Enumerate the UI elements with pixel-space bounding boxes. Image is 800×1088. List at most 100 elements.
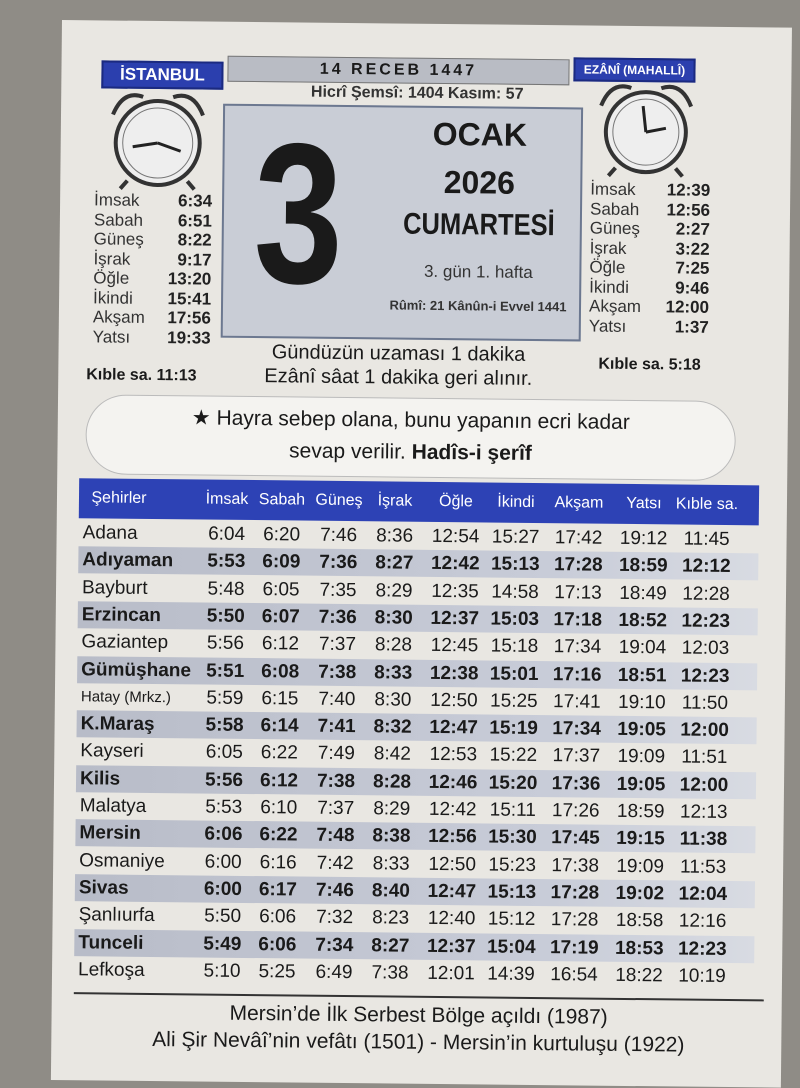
time-cell: 6:12 (259, 769, 299, 792)
time-cell: 12:50 (428, 853, 477, 875)
time-cell: 7:46 (320, 524, 358, 547)
time-cell: 12:47 (429, 716, 479, 739)
time-row: Yatsı 1:37 (589, 316, 709, 337)
clock-icon (111, 93, 205, 191)
time-cell: 17:28 (550, 882, 600, 904)
time-value: 12:56 (666, 199, 711, 220)
time-cell: 12:28 (682, 583, 730, 605)
column-header: Öğle (438, 492, 473, 511)
table-header: Şehirler İmsak Sabah Güneş İşrak Öğle İkindi Ak… (78, 478, 760, 526)
time-cell: 12:50 (430, 689, 478, 712)
time-value: 9:46 (675, 277, 710, 298)
time-cell: 17:37 (552, 745, 601, 768)
time-cell: 6:06 (204, 823, 243, 846)
time-cell: 11:45 (683, 528, 730, 551)
time-label: Sabah (589, 199, 640, 219)
time-cell: 7:48 (316, 825, 355, 847)
time-cell: 15:23 (488, 854, 537, 876)
time-cell: 19:10 (618, 691, 666, 714)
time-row: Sabah 6:51 (94, 210, 212, 231)
time-cell: 6:07 (261, 606, 300, 628)
time-cell: 12:13 (679, 801, 728, 824)
column-header: İmsak (205, 490, 249, 508)
hadis-box: ★ Hayra sebep olana, bunu yapanın ecri k… (85, 394, 737, 482)
time-cell: 7:40 (318, 688, 356, 710)
time-cell: 17:34 (552, 718, 602, 740)
rumi-date: Rûmî: 21 Kânûn-i Evvel 1441 (389, 297, 567, 315)
time-row: Sabah 12:56 (590, 199, 710, 220)
time-cell: 19:04 (618, 637, 667, 659)
time-cell: 6:06 (258, 933, 297, 956)
time-cell: 14:39 (487, 963, 535, 985)
week-info: 3. gün 1. hafta (423, 261, 533, 282)
time-label: Sabah (93, 209, 144, 230)
time-cell: 5:51 (206, 660, 245, 682)
time-cell: 17:38 (551, 854, 600, 877)
time-value: 6:34 (177, 191, 213, 211)
time-row: İşrak 9:17 (93, 249, 211, 270)
time-cell: 8:36 (376, 525, 414, 547)
time-row: İşrak 3:22 (590, 238, 710, 259)
time-row: İkindi 15:41 (93, 288, 211, 309)
note-line: Ezânî sâat 1 dakika geri alınır. (264, 365, 533, 390)
ezani-kible: Kıble sa. 5:18 (598, 355, 701, 374)
time-value: 1:37 (674, 316, 709, 337)
city-name: Kilis (79, 767, 121, 790)
time-cell: 7:37 (317, 797, 355, 820)
city-name: Adana (82, 522, 138, 544)
time-cell: 18:59 (616, 800, 665, 823)
time-cell: 12:04 (678, 883, 728, 905)
time-cell: 12:53 (429, 744, 478, 766)
time-cell: 12:01 (427, 962, 475, 985)
column-header: Kıble sa. (675, 495, 739, 514)
time-cell: 5:53 (205, 796, 243, 818)
time-cell: 11:53 (679, 856, 727, 878)
city-name: Osmaniye (79, 849, 165, 872)
time-cell: 12:38 (429, 662, 479, 684)
time-value: 17:56 (167, 308, 211, 328)
time-cell: 17:19 (549, 936, 599, 959)
time-cell: 15:13 (487, 881, 537, 903)
time-cell: 17:18 (553, 609, 603, 631)
column-header: Güneş (315, 491, 363, 510)
time-cell: 6:22 (259, 824, 298, 846)
time-cell: 8:23 (372, 907, 410, 929)
time-cell: 7:41 (317, 715, 356, 738)
time-cell: 8:27 (375, 552, 414, 575)
city-name: Kayseri (80, 740, 144, 763)
time-value: 2:27 (675, 219, 710, 239)
time-cell: 12:23 (681, 610, 731, 632)
year: 2026 (443, 164, 516, 201)
time-cell: 18:59 (618, 555, 668, 577)
time-cell: 15:18 (490, 635, 539, 658)
time-cell: 8:29 (373, 798, 411, 820)
time-cell: 19:15 (616, 828, 665, 850)
time-cell: 12:37 (430, 607, 480, 630)
time-cell: 11:38 (679, 828, 728, 851)
time-cell: 6:20 (263, 524, 301, 546)
calendar-page: İSTANBUL 14 RECEB 1447 EZÂNÎ (MAHALLÎ) H… (50, 20, 792, 1088)
time-cell: 6:14 (260, 715, 299, 737)
time-cell: 12:35 (431, 580, 479, 602)
time-cell: 15:11 (489, 799, 536, 822)
column-header: Şehirler (91, 489, 147, 507)
time-cell: 6:00 (204, 851, 242, 873)
time-cell: 15:22 (489, 744, 538, 767)
time-cell: 12:23 (677, 938, 727, 960)
time-cell: 17:16 (552, 663, 602, 686)
time-label: İmsak (590, 179, 636, 200)
time-label: İkindi (589, 277, 630, 297)
time-cell: 19:05 (616, 773, 666, 796)
city-times-table: Şehirler İmsak Sabah Güneş İşrak Öğle İkindi Ak… (74, 478, 760, 995)
time-cell: 7:35 (319, 579, 357, 601)
time-cell: 6:12 (261, 633, 300, 655)
time-cell: 15:20 (488, 772, 538, 794)
time-cell: 15:01 (489, 663, 539, 685)
time-cell: 16:54 (550, 963, 598, 986)
time-cell: 8:29 (375, 579, 413, 602)
vasati-times: İmsak 6:34 Sabah 6:51 Güneş 8:22 İşrak 9:17 Öğle… (93, 190, 213, 347)
time-cell: 17:34 (553, 636, 602, 658)
time-cell: 8:30 (374, 607, 413, 629)
time-cell: 19:09 (617, 746, 666, 768)
time-cell: 6:10 (260, 797, 298, 819)
